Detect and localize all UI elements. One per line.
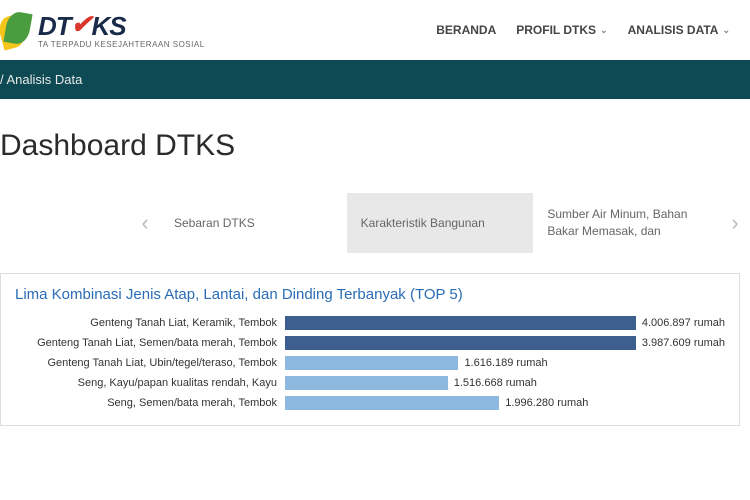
page-title: Dashboard DTKS [0,129,750,163]
bar-fill [285,336,636,350]
bar-value: 1.516.668 rumah [454,377,537,389]
bar-value: 1.616.189 rumah [464,357,547,369]
bar-label: Genteng Tanah Liat, Ubin/tegel/teraso, T… [15,357,285,369]
nav-item-analisis-data[interactable]: ANALISIS DATA⌄ [628,23,730,37]
bar-row: Genteng Tanah Liat, Ubin/tegel/teraso, T… [15,355,725,371]
breadcrumb: / Analisis Data [0,60,750,99]
tab-carousel: ‹ Sebaran DTKS Karakteristik Bangunan Sumb… [130,193,750,253]
nav-item-beranda[interactable]: BERANDA [436,23,496,37]
tab-0[interactable]: Sebaran DTKS [160,193,347,253]
content: Dashboard DTKS ‹ Sebaran DTKS Karakterist… [0,99,750,426]
bar-track: 1.516.668 rumah [285,375,725,391]
chevron-down-icon: ⌄ [600,25,608,36]
logo-mark-icon [0,10,34,50]
chevron-down-icon: ⌄ [722,25,730,36]
tab-label: Sebaran DTKS [174,215,255,232]
bar-fill [285,356,458,370]
logo-subtitle: TA TERPADU KESEJAHTERAAN SOSIAL [38,40,205,49]
bar-label: Seng, Kayu/papan kualitas rendah, Kayu [15,377,285,389]
bar-list: Genteng Tanah Liat, Keramik, Tembok 4.006… [15,315,725,411]
bar-fill [285,316,636,330]
chart-title: Lima Kombinasi Jenis Atap, Lantai, dan D… [15,286,725,303]
tab-1[interactable]: Karakteristik Bangunan [347,193,534,253]
bar-track: 1.616.189 rumah [285,355,725,371]
bar-track: 3.987.609 rumah [285,335,725,351]
bar-fill [285,396,499,410]
tab-label: Sumber Air Minum, Bahan Bakar Memasak, d… [547,206,706,240]
bar-row: Seng, Kayu/papan kualitas rendah, Kayu 1.… [15,375,725,391]
nav-item-label: PROFIL DTKS [516,23,596,37]
carousel-next-icon[interactable]: › [720,193,750,253]
tabs: Sebaran DTKS Karakteristik Bangunan Sumber… [160,193,720,253]
bar-row: Seng, Semen/bata merah, Tembok 1.996.280 … [15,395,725,411]
bar-track: 1.996.280 rumah [285,395,725,411]
bar-track: 4.006.897 rumah [285,315,725,331]
bar-label: Seng, Semen/bata merah, Tembok [15,397,285,409]
bar-fill [285,376,448,390]
bar-row: Genteng Tanah Liat, Semen/bata merah, Te… [15,335,725,351]
bar-label: Genteng Tanah Liat, Semen/bata merah, Te… [15,337,285,349]
tab-label: Karakteristik Bangunan [361,215,485,232]
bar-value: 4.006.897 rumah [642,317,725,329]
bar-row: Genteng Tanah Liat, Keramik, Tembok 4.006… [15,315,725,331]
bar-label: Genteng Tanah Liat, Keramik, Tembok [15,317,285,329]
nav-item-label: ANALISIS DATA [628,23,719,37]
bar-value: 1.996.280 rumah [505,397,588,409]
nav-item-profil-dtks[interactable]: PROFIL DTKS ⌄ [516,23,607,37]
bar-value: 3.987.609 rumah [642,337,725,349]
main-nav: BERANDAPROFIL DTKS⌄ANALISIS DATA⌄ [436,23,730,37]
header: DT✔KS TA TERPADU KESEJAHTERAAN SOSIAL BE… [0,0,750,60]
logo-text: DT✔KS [38,11,205,42]
chart-container: Lima Kombinasi Jenis Atap, Lantai, dan D… [0,273,740,426]
tab-2[interactable]: Sumber Air Minum, Bahan Bakar Memasak, d… [533,193,720,253]
logo[interactable]: DT✔KS TA TERPADU KESEJAHTERAAN SOSIAL [0,10,205,50]
nav-item-label: BERANDA [436,23,496,37]
carousel-prev-icon[interactable]: ‹ [130,193,160,253]
